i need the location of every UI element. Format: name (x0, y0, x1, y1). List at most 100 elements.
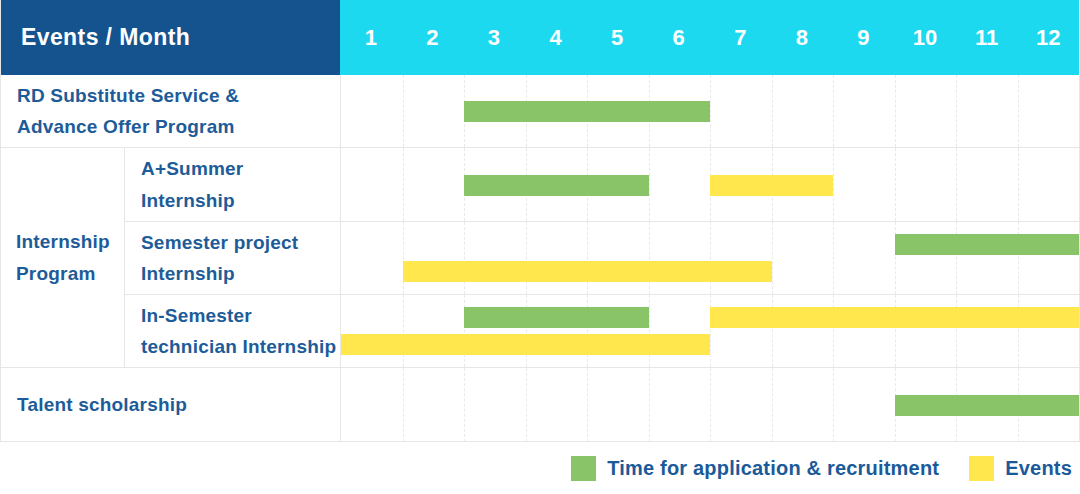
month-gridline (956, 148, 957, 221)
month-header-11: 11 (956, 0, 1018, 75)
month-gridline (956, 75, 957, 147)
month-gridline (526, 368, 527, 442)
month-gridline (895, 222, 896, 294)
month-gridline (1018, 295, 1019, 367)
internship-program-subrows: A+Summer Internship Semester project Int… (124, 148, 1079, 367)
row-chart-area (340, 368, 1079, 442)
row-chart-area (340, 75, 1079, 147)
group-label: Internship Program (16, 226, 110, 289)
row-semester-project-internship: Semester project Internship (124, 221, 1079, 294)
application-recruitment-bar (464, 307, 649, 328)
internship-program-group: Internship Program A+Summer Internship S… (1, 147, 1079, 367)
month-gridline (710, 295, 711, 367)
month-gridline (833, 148, 834, 221)
month-gridline (649, 222, 650, 294)
month-gridline (464, 368, 465, 442)
month-gridline (526, 295, 527, 367)
events-bar (403, 261, 772, 282)
month-gridline (833, 368, 834, 442)
month-header-1: 1 (340, 0, 402, 75)
row-chart-area (340, 148, 1079, 221)
month-header-5: 5 (586, 0, 648, 75)
month-gridline (403, 75, 404, 147)
row-label: Talent scholarship (17, 389, 187, 420)
group-label-cell-internship-program: Internship Program (1, 148, 124, 367)
month-gridline (895, 295, 896, 367)
month-gridline (403, 295, 404, 367)
row-label: RD Substitute Service & Advance Offer Pr… (17, 80, 239, 143)
row-rd-substitute-service: RD Substitute Service & Advance Offer Pr… (1, 75, 1079, 147)
month-gridline (403, 148, 404, 221)
events-month-header-label: Events / Month (21, 24, 190, 51)
month-header-2: 2 (402, 0, 464, 75)
month-gridline (772, 75, 773, 147)
row-chart-area (340, 294, 1079, 367)
row-label: A+Summer Internship (141, 153, 243, 216)
month-gridline (772, 222, 773, 294)
month-gridline (833, 222, 834, 294)
row-label: In-Semester technician Internship (141, 300, 336, 363)
month-gridline (587, 368, 588, 442)
month-gridline (649, 368, 650, 442)
events-bar (710, 175, 833, 196)
month-gridline (895, 148, 896, 221)
table-header-row: Events / Month 123456789101112 (1, 0, 1079, 75)
legend-item-application: Time for application & recruitment (571, 456, 939, 481)
row-label-cell: Semester project Internship (124, 221, 340, 294)
events-color-swatch-icon (969, 456, 994, 481)
row-chart-area (340, 221, 1079, 294)
legend-label-application: Time for application & recruitment (607, 457, 939, 480)
month-gridline (526, 222, 527, 294)
month-gridline (587, 295, 588, 367)
month-gridline (1018, 75, 1019, 147)
row-talent-scholarship: Talent scholarship (1, 367, 1079, 442)
application-recruitment-bar (895, 234, 1080, 255)
month-gridline (956, 222, 957, 294)
row-label-cell: In-Semester technician Internship (124, 294, 340, 367)
month-header-12: 12 (1017, 0, 1079, 75)
month-header-9: 9 (833, 0, 895, 75)
row-label: Semester project Internship (141, 227, 298, 290)
events-bar (341, 334, 710, 355)
month-gridline (649, 148, 650, 221)
month-gridline (587, 222, 588, 294)
month-gridline (833, 295, 834, 367)
events-month-header-cell: Events / Month (1, 0, 340, 75)
application-color-swatch-icon (571, 456, 596, 481)
month-gridline (710, 222, 711, 294)
gantt-table: Events / Month 123456789101112 RD Substi… (0, 0, 1080, 442)
month-header-7: 7 (709, 0, 771, 75)
row-in-semester-technician-internship: In-Semester technician Internship (124, 294, 1079, 367)
months-header: 123456789101112 (340, 0, 1079, 75)
month-gridline (710, 368, 711, 442)
row-label-cell: Talent scholarship (1, 368, 340, 442)
month-gridline (833, 75, 834, 147)
month-header-4: 4 (525, 0, 587, 75)
row-a-summer-internship: A+Summer Internship (124, 148, 1079, 221)
month-gridline (772, 368, 773, 442)
month-gridline (464, 222, 465, 294)
application-recruitment-bar (464, 101, 710, 122)
row-label-cell: RD Substitute Service & Advance Offer Pr… (1, 75, 340, 147)
legend-item-events: Events (969, 456, 1072, 481)
month-gridline (956, 295, 957, 367)
month-gridline (772, 295, 773, 367)
legend-label-events: Events (1005, 457, 1072, 480)
month-gridline (1018, 148, 1019, 221)
legend: Time for application & recruitment Event… (0, 442, 1080, 494)
gantt-schedule-page: Events / Month 123456789101112 RD Substi… (0, 0, 1080, 494)
month-header-6: 6 (648, 0, 710, 75)
month-gridline (895, 75, 896, 147)
month-gridline (403, 368, 404, 442)
month-gridline (403, 222, 404, 294)
month-header-3: 3 (463, 0, 525, 75)
month-gridline (710, 75, 711, 147)
month-header-10: 10 (894, 0, 956, 75)
application-recruitment-bar (464, 175, 649, 196)
month-gridline (649, 295, 650, 367)
month-header-8: 8 (771, 0, 833, 75)
month-gridline (1018, 222, 1019, 294)
application-recruitment-bar (895, 395, 1080, 416)
events-bar (710, 307, 1079, 328)
month-gridline (464, 295, 465, 367)
